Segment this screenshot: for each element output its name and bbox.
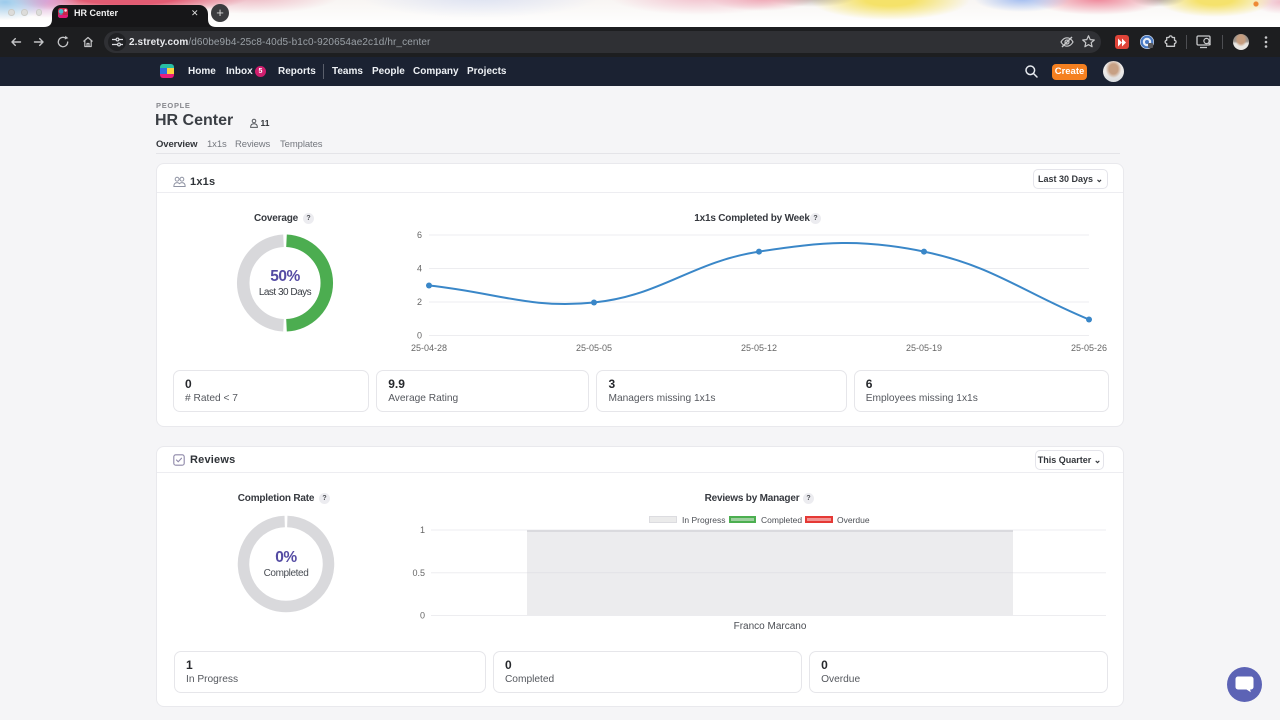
svg-text:1: 1: [420, 525, 425, 535]
svg-text:25-05-19: 25-05-19: [906, 343, 942, 353]
svg-text:50%: 50%: [270, 268, 300, 285]
svg-text:0.5: 0.5: [412, 568, 425, 578]
svg-text:Last 30 Days: Last 30 Days: [259, 287, 312, 298]
svg-text:4: 4: [417, 264, 422, 274]
svg-text:25-05-12: 25-05-12: [741, 343, 777, 353]
svg-text:0%: 0%: [275, 549, 297, 566]
svg-text:0: 0: [420, 611, 425, 621]
svg-text:6: 6: [417, 230, 422, 240]
svg-text:25-05-05: 25-05-05: [576, 343, 612, 353]
svg-text:25-04-28: 25-04-28: [411, 343, 447, 353]
svg-text:Completed: Completed: [264, 568, 309, 579]
svg-text:25-05-26: 25-05-26: [1071, 343, 1107, 353]
svg-text:Franco Marcano: Franco Marcano: [734, 621, 807, 632]
svg-text:0: 0: [417, 331, 422, 341]
svg-text:2: 2: [417, 297, 422, 307]
